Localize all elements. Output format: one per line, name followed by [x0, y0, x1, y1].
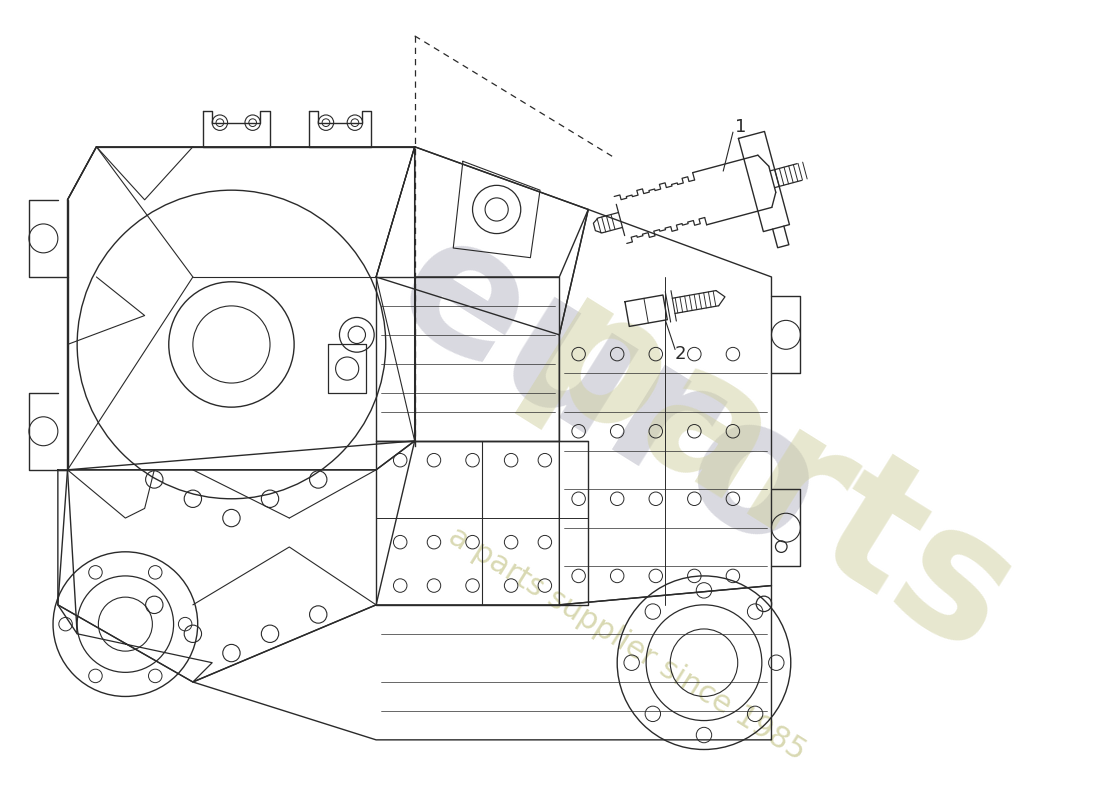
- Text: euro: euro: [364, 195, 851, 590]
- Text: 2: 2: [675, 345, 686, 363]
- Text: a parts supplier since 1985: a parts supplier since 1985: [443, 521, 811, 766]
- Text: parts: parts: [498, 263, 1044, 695]
- Text: 1: 1: [735, 118, 746, 137]
